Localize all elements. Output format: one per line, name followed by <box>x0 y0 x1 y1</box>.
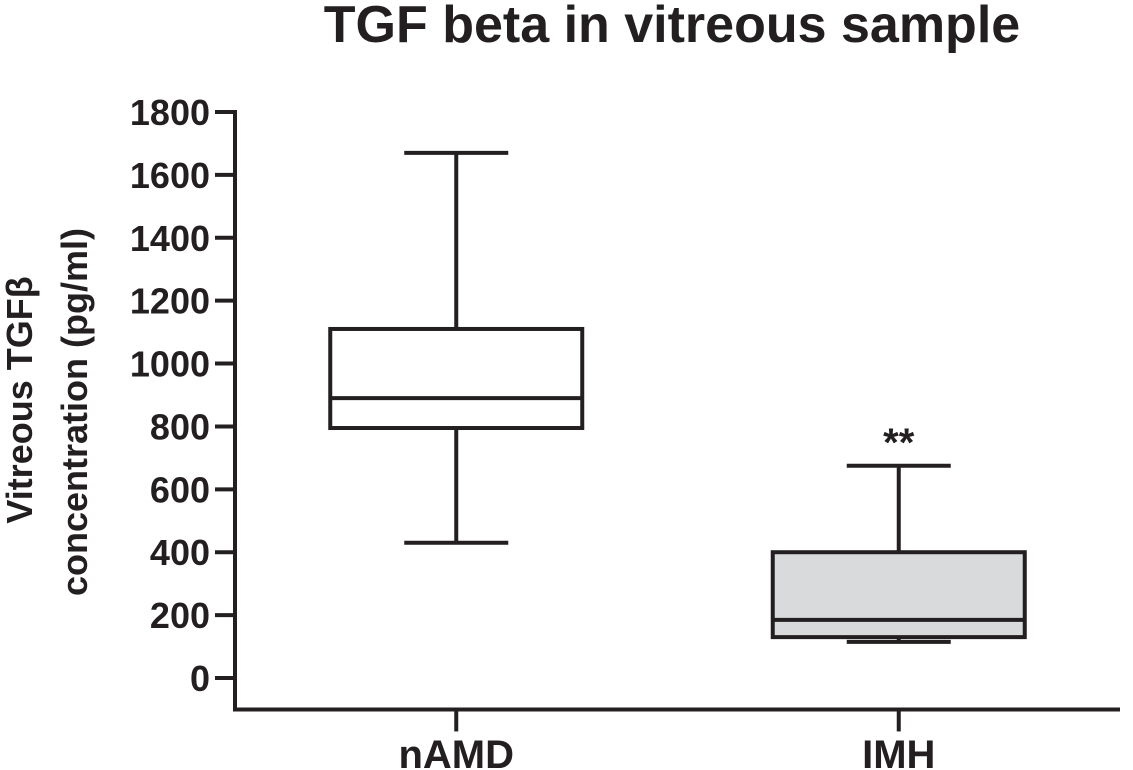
box-namd <box>328 150 585 545</box>
y-axis-label-line-1: Vitreous TGFβ <box>0 276 40 523</box>
y-axis-label-line-2: concentration (pg/ml) <box>54 228 95 596</box>
y-tick-label: 0 <box>190 658 210 699</box>
y-tick-label: 1000 <box>130 344 210 385</box>
y-tick-label: 200 <box>150 595 210 636</box>
y-tick-label: 1600 <box>130 155 210 196</box>
chart-title: TGF beta in vitreous sample <box>324 0 1020 54</box>
y-tick-label: 400 <box>150 532 210 573</box>
y-axis-label: Vitreous TGFβ <box>0 276 40 523</box>
y-tick-label: 1400 <box>130 218 210 259</box>
x-tick-label-namd: nAMD <box>398 733 514 770</box>
iqr-box <box>770 550 1027 640</box>
box-imh: ** <box>770 421 1027 644</box>
y-tick-label: 1200 <box>130 281 210 322</box>
y-tick-label: 1800 <box>130 92 210 133</box>
x-tick-label-imh: IMH <box>862 733 935 770</box>
significance-annotation: ** <box>883 421 915 465</box>
axes: 0 200 400 600 800 1000 1200 1400 1600 1800 nAMD IMH <box>130 92 1120 770</box>
y-tick-label: 800 <box>150 406 210 447</box>
boxes: ** <box>328 150 1027 644</box>
y-tick-label: 600 <box>150 469 210 510</box>
y-axis-label-2: concentration (pg/ml) <box>54 228 95 596</box>
iqr-box <box>328 326 585 431</box>
